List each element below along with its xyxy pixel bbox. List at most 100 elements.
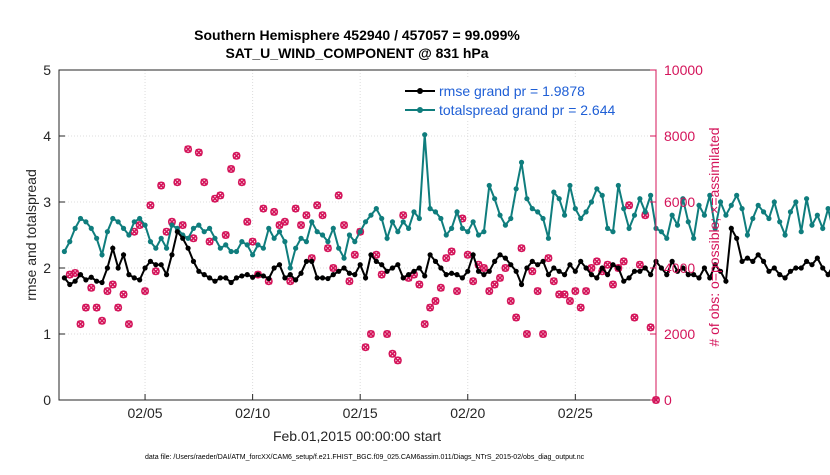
rmse-point [760,258,767,264]
obs-possible-circle [485,287,494,296]
totalspread-point [723,212,729,218]
obs-assimilated-x [372,251,380,259]
obs-possible-circle [323,244,332,253]
obs-count-marker [178,221,187,230]
obs-assimilated-x [141,287,149,295]
obs-count-marker [463,250,472,259]
obs-assimilated-x [383,330,391,338]
obs-count-marker [517,244,526,253]
y-left-tick-label: 0 [43,392,51,408]
obs-assimilated-x [593,257,601,265]
obs-assimilated-x [507,297,515,305]
totalspread-point [120,225,127,231]
obs-possible-circle [108,280,117,289]
obs-possible-circle [528,267,537,276]
rmse-point [190,258,197,264]
rmse-point [330,272,336,278]
obs-assimilated-x [93,304,101,312]
obs-possible-circle [329,263,338,272]
totalspread-point [642,209,648,215]
obs-possible-circle [565,296,574,305]
obs-possible-circle [576,303,585,312]
obs-assimilated-x [544,254,552,262]
totalspread-point [793,199,799,205]
totalspread-point [405,225,412,231]
totalspread-point [615,182,621,189]
obs-possible-circle [512,313,521,322]
obs-assimilated-x [313,201,321,209]
obs-possible-circle [501,263,510,272]
totalspread-point [142,222,148,228]
obs-assimilated-x [415,280,423,289]
obs-count-marker [157,181,166,190]
totalspread-point [470,219,476,225]
obs-count-marker [92,303,101,312]
obs-possible-circle [388,349,397,358]
obs-possible-circle [399,211,408,220]
obs-count-marker [173,178,182,187]
totalspread-point [223,242,229,248]
obs-count-marker [259,204,268,213]
obs-possible-circle [173,178,182,187]
rmse-point [244,272,250,278]
obs-possible-circle [592,257,601,266]
rmse-point [443,272,449,278]
y-right-tick-label: 0 [664,392,672,408]
obs-count-marker [549,277,558,286]
obs-possible-circle [646,323,655,332]
totalspread-point [131,219,137,225]
rmse-point [529,258,535,264]
obs-count-marker [415,280,424,289]
obs-possible-circle [157,181,166,190]
rmse-point [642,265,648,271]
totalspread-point [427,206,433,212]
obs-possible-circle [361,343,370,352]
rmse-point [680,265,686,271]
totalspread-point [524,196,530,202]
totalspread-point [389,219,396,225]
totalspread-point [712,225,718,231]
x-tick-label: 02/15 [343,405,378,421]
rmse-point [610,262,616,268]
totalspread-point [72,225,78,231]
totalspread-point [309,219,315,225]
rmse-point [734,235,740,241]
obs-possible-circle [194,148,203,157]
obs-assimilated-x [206,238,214,246]
rmse-point [669,258,675,264]
totalspread-point [201,229,207,235]
rmse-point [508,262,514,268]
rmse-point [185,245,191,251]
obs-assimilated-x [243,218,251,226]
legend-rmse-label: rmse grand pr = 1.9878 [439,83,585,99]
obs-possible-circle [71,268,80,277]
obs-assimilated-x [157,181,165,190]
rmse-point [454,272,460,278]
obs-count-marker [318,211,327,220]
y-right-tick-label: 4000 [664,260,695,276]
totalspread-point [233,248,240,255]
y-right-tick-label: 6000 [664,194,695,210]
rmse-point [120,252,127,258]
obs-assimilated-x [442,254,450,262]
obs-possible-circle [334,191,343,200]
obs-possible-circle [608,280,617,289]
obs-possible-circle [297,221,306,230]
obs-count-marker [399,211,408,220]
data-file-footer: data file: /Users/raeder/DAI/ATM_forcXX/… [145,454,585,461]
totalspread-point [739,206,745,212]
obs-assimilated-x [136,221,144,229]
totalspread-point [588,199,595,205]
totalspread-point [379,215,385,222]
obs-possible-circle [571,287,580,296]
rmse-point [604,272,611,278]
obs-possible-circle [630,313,639,322]
obs-possible-circle [280,217,289,226]
rmse-point [293,277,299,283]
rmse-point [336,268,342,274]
obs-assimilated-x [523,330,531,338]
rmse-point [325,275,331,282]
totalspread-point [465,229,471,235]
legend-box [400,78,650,120]
obs-assimilated-x [292,205,300,213]
